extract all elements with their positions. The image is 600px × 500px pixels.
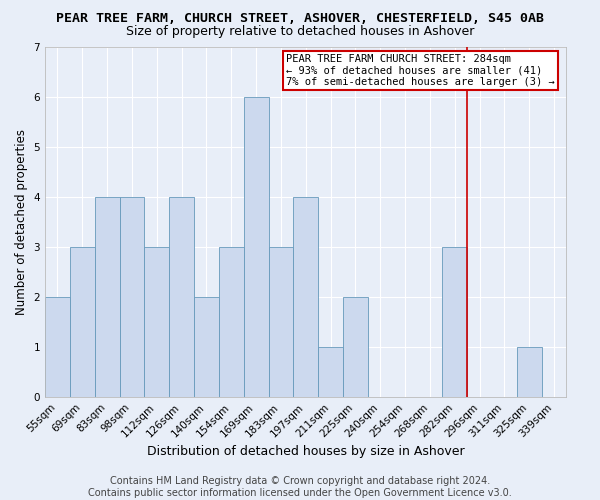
X-axis label: Distribution of detached houses by size in Ashover: Distribution of detached houses by size … (147, 444, 464, 458)
Text: PEAR TREE FARM, CHURCH STREET, ASHOVER, CHESTERFIELD, S45 0AB: PEAR TREE FARM, CHURCH STREET, ASHOVER, … (56, 12, 544, 26)
Y-axis label: Number of detached properties: Number of detached properties (15, 129, 28, 315)
Text: PEAR TREE FARM CHURCH STREET: 284sqm
← 93% of detached houses are smaller (41)
7: PEAR TREE FARM CHURCH STREET: 284sqm ← 9… (286, 54, 554, 87)
Bar (517, 347, 542, 397)
Bar (219, 247, 244, 397)
Bar (119, 197, 145, 397)
Bar (45, 297, 70, 397)
Bar (194, 297, 219, 397)
Bar (318, 347, 343, 397)
Bar (169, 197, 194, 397)
Bar (442, 247, 467, 397)
Bar (95, 197, 119, 397)
Bar (269, 247, 293, 397)
Text: Size of property relative to detached houses in Ashover: Size of property relative to detached ho… (126, 25, 474, 38)
Bar (244, 96, 269, 397)
Text: Contains HM Land Registry data © Crown copyright and database right 2024.
Contai: Contains HM Land Registry data © Crown c… (88, 476, 512, 498)
Bar (293, 197, 318, 397)
Bar (70, 247, 95, 397)
Bar (145, 247, 169, 397)
Bar (343, 297, 368, 397)
